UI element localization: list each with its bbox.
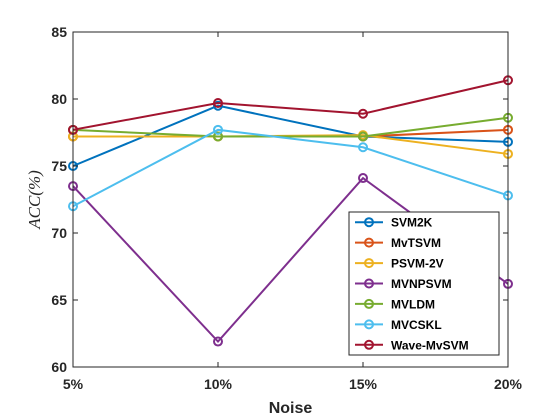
legend-item: SVM2K — [355, 216, 433, 230]
x-axis-title: Noise — [269, 400, 313, 417]
legend-marker — [364, 298, 374, 309]
legend: SVM2K MvTSVM PSVM-2V MVNPSVM MVLDM MVCSKL Wave… — [348, 211, 500, 356]
data-point — [358, 131, 368, 142]
plot-frame — [72, 31, 509, 368]
legend-marker — [364, 319, 374, 330]
legend-item: MVNPSVM — [355, 277, 452, 291]
legend-label: MVNPSVM — [391, 277, 452, 291]
y-axis-title: ACC(%) — [25, 170, 44, 230]
legend-marker — [364, 258, 374, 269]
y-tick-label: 65 — [51, 292, 67, 308]
x-tick-label: 15% — [349, 376, 378, 392]
data-point — [213, 131, 223, 142]
legend-label: Wave-MvSVM — [391, 338, 469, 352]
legend-label: MVLDM — [391, 297, 435, 311]
data-point — [358, 108, 368, 119]
series-line — [72, 116, 509, 138]
legend-marker — [364, 217, 374, 228]
y-tick-label: 80 — [51, 91, 67, 107]
legend-item: MVLDM — [355, 297, 435, 311]
legend-label: SVM2K — [391, 216, 433, 230]
legend-item: Wave-MvSVM — [355, 338, 469, 352]
x-tick-label: 10% — [204, 376, 233, 392]
x-tick-label: 5% — [63, 376, 84, 392]
data-point — [213, 98, 223, 109]
data-point — [213, 124, 223, 135]
legend-item: PSVM-2V — [355, 257, 444, 271]
legend-label: MvTSVM — [391, 236, 441, 250]
data-point — [358, 173, 368, 184]
legend-marker — [364, 237, 374, 248]
legend-label: MVCSKL — [391, 318, 442, 332]
legend-item: MVCSKL — [355, 318, 442, 332]
legend-item: MvTSVM — [355, 236, 441, 250]
legend-label: PSVM-2V — [391, 257, 444, 271]
data-point — [213, 336, 223, 347]
y-tick-label: 60 — [51, 359, 67, 375]
legend-marker — [364, 339, 374, 350]
tick-layer: 5% 10% 15% 20% 60 65 70 75 80 85 — [51, 24, 522, 392]
series-line — [72, 128, 509, 208]
y-tick-label: 75 — [51, 158, 67, 174]
legend-marker — [364, 278, 374, 289]
x-tick-label: 20% — [494, 376, 523, 392]
data-point — [358, 142, 368, 153]
y-tick-label: 85 — [51, 24, 67, 40]
series-line — [72, 79, 509, 131]
y-tick-label: 70 — [51, 225, 67, 241]
